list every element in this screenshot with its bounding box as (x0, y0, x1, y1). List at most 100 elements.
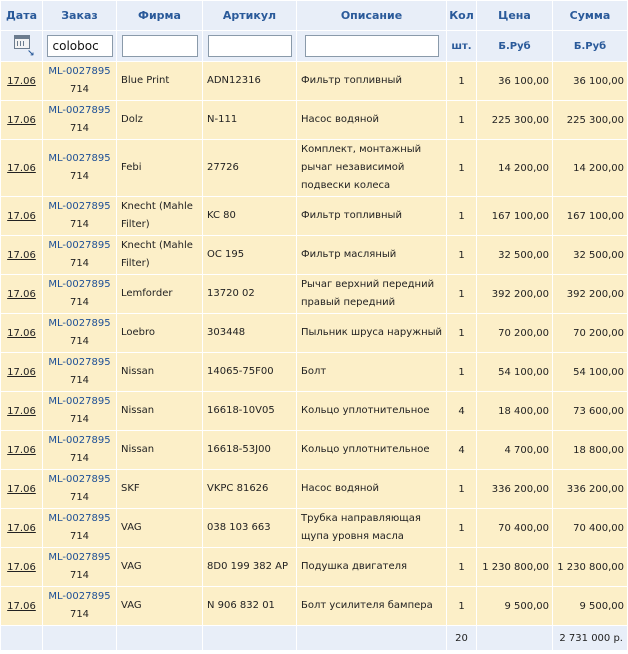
firm-text: Nissan (121, 405, 155, 416)
order-filter-cell (42, 30, 117, 62)
description-cell: Фильтр масляный (296, 235, 447, 275)
order-cell: ML-0027895 714 (42, 469, 117, 509)
description-filter-input[interactable] (304, 35, 439, 57)
firm-cell: Nissan (116, 352, 203, 392)
firm-text: Lemforder (121, 288, 173, 299)
column-header-description[interactable]: Описание (296, 0, 447, 31)
firm-cell: VAG (116, 508, 203, 548)
sum-text: 167 100,00 (566, 210, 624, 222)
article-cell: 038 103 663 (202, 508, 297, 548)
table-row: 17.06 ML-0027895 714 Blue Print ADN12316 Филь… (0, 61, 628, 101)
order-cell: ML-0027895 714 (42, 391, 117, 431)
order-number-link[interactable]: ML-0027895 (48, 396, 111, 407)
firm-cell: Febi (116, 139, 203, 197)
date-link[interactable]: 17.06 (7, 366, 36, 378)
price-currency-label: Б.Руб (476, 30, 553, 62)
description-text: Фильтр масляный (301, 249, 397, 260)
date-link[interactable]: 17.06 (7, 561, 36, 573)
sum-text: 225 300,00 (566, 114, 624, 126)
column-header-sum[interactable]: Сумма (552, 0, 628, 31)
order-number-link[interactable]: ML-0027895 (48, 201, 111, 212)
price-text: 167 100,00 (491, 210, 549, 222)
firm-text: Nissan (121, 444, 155, 455)
article-cell: 13720 02 (202, 274, 297, 314)
order-number-link[interactable]: ML-0027895 (48, 435, 111, 446)
article-cell: 303448 (202, 313, 297, 353)
order-number-link[interactable]: ML-0027895 (48, 318, 111, 329)
date-cell: 17.06 (0, 313, 43, 353)
order-number-link[interactable]: ML-0027895 (48, 105, 111, 116)
order-number-link[interactable]: ML-0027895 (48, 474, 111, 485)
qty-cell: 4 (446, 391, 477, 431)
order-number-link[interactable]: ML-0027895 (48, 66, 111, 77)
column-header-article[interactable]: Артикул (202, 0, 297, 31)
description-text: Кольцо уплотнительное (301, 444, 430, 455)
article-filter-input[interactable] (207, 35, 292, 57)
order-sub-number: 714 (69, 84, 90, 95)
order-cell: ML-0027895 714 (42, 139, 117, 197)
calendar-icon[interactable] (13, 34, 30, 49)
sum-text: 18 800,00 (573, 444, 624, 456)
sum-cell: 167 100,00 (552, 196, 628, 236)
price-cell: 70 200,00 (476, 313, 553, 353)
firm-cell: VAG (116, 547, 203, 587)
order-number-link[interactable]: ML-0027895 (48, 513, 111, 524)
sum-text: 392 200,00 (566, 288, 624, 300)
sum-cell: 225 300,00 (552, 100, 628, 140)
article-cell: 16618-10V05 (202, 391, 297, 431)
sum-cell: 14 200,00 (552, 139, 628, 197)
column-header-qty[interactable]: Кол (446, 0, 477, 31)
order-number-link[interactable]: ML-0027895 (48, 279, 111, 290)
column-header-order[interactable]: Заказ (42, 0, 117, 31)
firm-cell: Nissan (116, 391, 203, 431)
order-sub-number: 714 (69, 336, 90, 347)
order-sub-number: 714 (69, 297, 90, 308)
date-cell: 17.06 (0, 508, 43, 548)
order-number-link[interactable]: ML-0027895 (48, 357, 111, 368)
column-header-firm[interactable]: Фирма (116, 0, 203, 31)
order-cell: ML-0027895 714 (42, 313, 117, 353)
date-link[interactable]: 17.06 (7, 288, 36, 300)
description-text: Фильтр топливный (301, 210, 402, 221)
order-number-link[interactable]: ML-0027895 (48, 153, 111, 164)
price-text: 336 200,00 (491, 483, 549, 495)
date-cell: 17.06 (0, 196, 43, 236)
order-cell: ML-0027895 714 (42, 235, 117, 275)
table-row: 17.06 ML-0027895 714 Nissan 16618-53J00 Кольц… (0, 430, 628, 470)
firm-text: SKF (121, 483, 140, 494)
date-link[interactable]: 17.06 (7, 327, 36, 339)
qty-cell: 4 (446, 430, 477, 470)
order-number-link[interactable]: ML-0027895 (48, 240, 111, 251)
order-sub-number: 714 (69, 171, 90, 182)
sum-text: 14 200,00 (573, 162, 624, 174)
order-sub-number: 714 (69, 453, 90, 464)
article-cell: ADN12316 (202, 61, 297, 101)
qty-text: 1 (458, 522, 465, 534)
firm-filter-input[interactable] (121, 35, 198, 57)
price-text: 70 400,00 (498, 522, 549, 534)
firm-text: VAG (121, 561, 142, 572)
date-link[interactable]: 17.06 (7, 522, 36, 534)
sum-cell: 18 800,00 (552, 430, 628, 470)
column-header-price[interactable]: Цена (476, 0, 553, 31)
qty-cell: 1 (446, 100, 477, 140)
date-link[interactable]: 17.06 (7, 600, 36, 612)
date-link[interactable]: 17.06 (7, 249, 36, 261)
article-text: VKPC 81626 (207, 483, 269, 494)
qty-cell: 1 (446, 139, 477, 197)
date-link[interactable]: 17.06 (7, 162, 36, 174)
order-sub-number: 714 (69, 570, 90, 581)
totals-empty-description (296, 625, 447, 651)
date-link[interactable]: 17.06 (7, 114, 36, 126)
date-link[interactable]: 17.06 (7, 444, 36, 456)
order-number-link[interactable]: ML-0027895 (48, 552, 111, 563)
date-link[interactable]: 17.06 (7, 483, 36, 495)
order-number-link[interactable]: ML-0027895 (48, 591, 111, 602)
article-cell: 8D0 199 382 AP (202, 547, 297, 587)
date-link[interactable]: 17.06 (7, 405, 36, 417)
date-link[interactable]: 17.06 (7, 210, 36, 222)
column-header-date[interactable]: Дата (0, 0, 43, 31)
sort-arrow-icon[interactable]: ↘ (27, 49, 35, 59)
order-filter-input[interactable] (46, 35, 113, 57)
date-link[interactable]: 17.06 (7, 75, 36, 87)
